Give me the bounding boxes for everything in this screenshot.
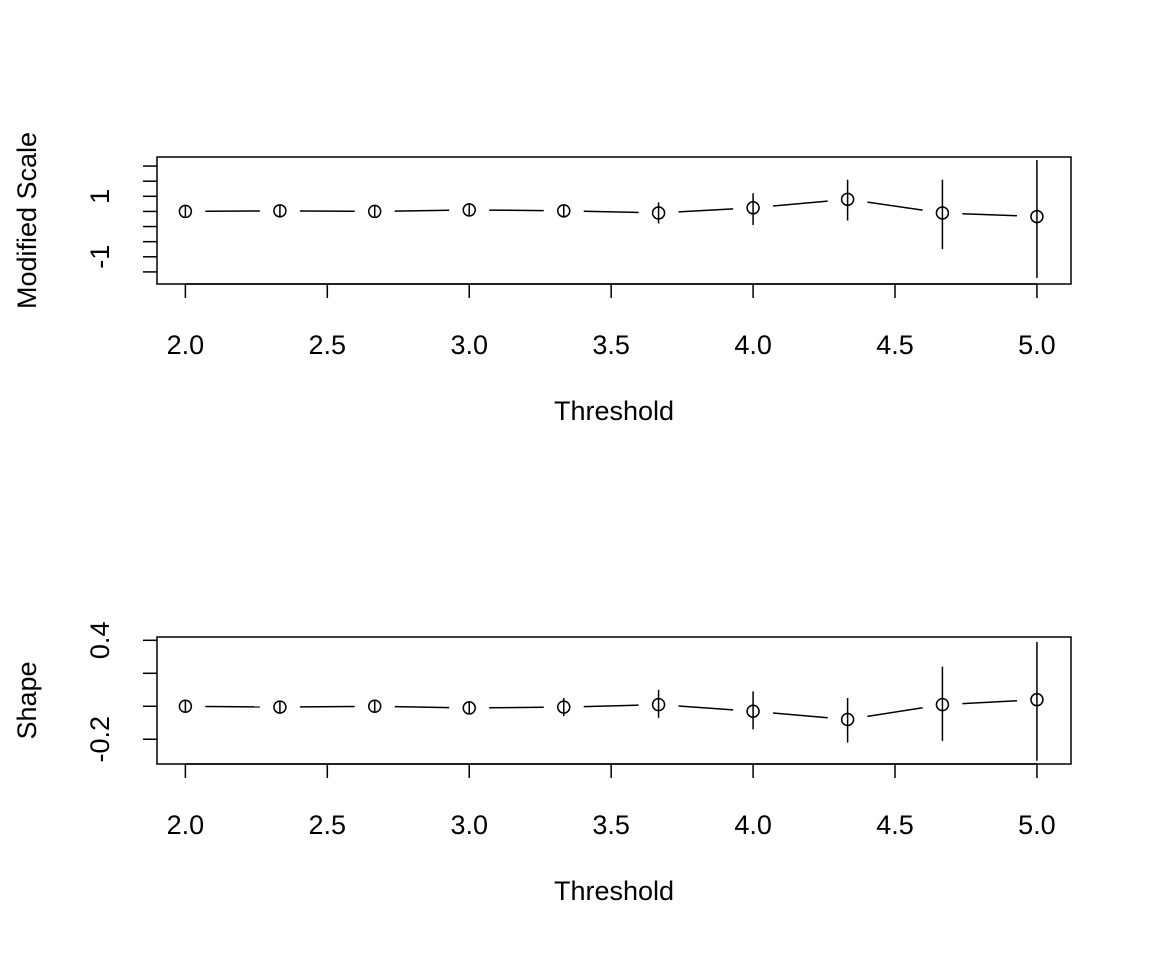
x-tick-label: 3.5: [592, 810, 630, 840]
scale-panel: 2.0 2.5 3.0 3.5 4.0 4.5 5.0 -1 1 Threshold Modifie…: [12, 132, 1072, 426]
series-segment: [583, 210, 639, 214]
x-tick-label: 3.5: [592, 330, 630, 360]
series-segment: [772, 712, 828, 719]
series-segment: [678, 705, 734, 711]
plot-frame: [156, 156, 1072, 285]
series-segment: [583, 704, 639, 708]
series-segment: [772, 200, 828, 207]
x-tick-label: 4.0: [734, 810, 772, 840]
y-tick-label: -0.2: [85, 716, 115, 763]
y-tick-label: -1: [85, 245, 115, 269]
y-tick-label: 0.4: [85, 622, 115, 660]
plot-frame: [156, 636, 1072, 765]
x-tick-label: 2.0: [167, 330, 205, 360]
x-tick-label: 3.0: [450, 810, 488, 840]
y-axis-title: Shape: [12, 661, 42, 739]
series-segment: [962, 212, 1017, 217]
x-tick-label: 5.0: [1018, 810, 1056, 840]
y-axis-title: Modified Scale: [12, 132, 42, 309]
x-tick-label: 5.0: [1018, 330, 1056, 360]
y-tick-label: 1: [85, 189, 115, 204]
series-segment: [962, 699, 1018, 705]
shape-panel: 2.0 2.5 3.0 3.5 4.0 4.5 5.0 -0.2 0.4 Threshold Sha…: [12, 622, 1072, 906]
x-tick-label: 2.0: [167, 810, 205, 840]
series-segment: [489, 209, 544, 212]
x-axis-title: Threshold: [554, 396, 674, 426]
x-tick-label: 3.0: [450, 330, 488, 360]
x-tick-label: 4.5: [876, 330, 914, 360]
series-segment: [867, 201, 923, 211]
series-segment: [394, 209, 450, 212]
series-segment: [867, 706, 923, 718]
x-axis-title: Threshold: [554, 876, 674, 906]
x-tick-label: 2.5: [309, 330, 347, 360]
series-segment: [678, 208, 734, 213]
x-tick-label: 4.0: [734, 330, 772, 360]
x-tick-label: 2.5: [309, 810, 347, 840]
series-segment: [394, 705, 450, 709]
x-tick-label: 4.5: [876, 810, 914, 840]
